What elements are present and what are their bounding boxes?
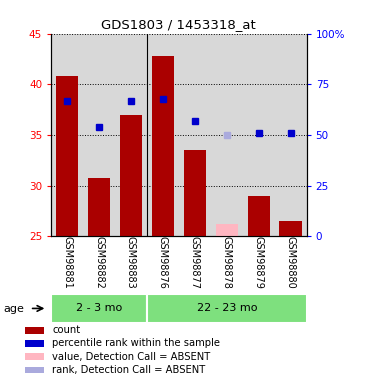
Bar [25, 340, 44, 346]
Text: GSM98882: GSM98882 [94, 236, 104, 289]
Bar [274, 34, 307, 236]
Bar [280, 221, 302, 236]
Text: GSM98883: GSM98883 [126, 236, 136, 289]
Text: GSM98877: GSM98877 [190, 236, 200, 289]
Bar [147, 294, 307, 322]
Bar [51, 294, 147, 322]
Text: GSM98880: GSM98880 [286, 236, 296, 289]
Bar [25, 367, 44, 373]
Text: age: age [4, 304, 24, 313]
Bar [243, 34, 274, 236]
Text: GSM98881: GSM98881 [62, 236, 72, 289]
Bar [179, 34, 211, 236]
Bar [184, 150, 206, 236]
Bar [147, 34, 179, 236]
Bar [25, 354, 44, 360]
Bar [216, 224, 238, 236]
Text: rank, Detection Call = ABSENT: rank, Detection Call = ABSENT [52, 365, 205, 375]
Title: GDS1803 / 1453318_at: GDS1803 / 1453318_at [101, 18, 256, 31]
Text: count: count [52, 326, 80, 335]
Bar [247, 196, 270, 236]
Text: 22 - 23 mo: 22 - 23 mo [196, 303, 257, 313]
Bar [51, 34, 83, 236]
Text: 2 - 3 mo: 2 - 3 mo [76, 303, 122, 313]
Text: percentile rank within the sample: percentile rank within the sample [52, 339, 220, 348]
Text: GSM98876: GSM98876 [158, 236, 168, 289]
Bar [56, 76, 78, 236]
Bar [88, 177, 110, 236]
Bar [120, 115, 142, 236]
Text: GSM98878: GSM98878 [222, 236, 232, 289]
Bar [211, 34, 243, 236]
Bar [25, 327, 44, 333]
Bar [83, 34, 115, 236]
Bar [152, 56, 174, 236]
Text: value, Detection Call = ABSENT: value, Detection Call = ABSENT [52, 352, 211, 362]
Text: GSM98879: GSM98879 [254, 236, 264, 289]
Bar [115, 34, 147, 236]
